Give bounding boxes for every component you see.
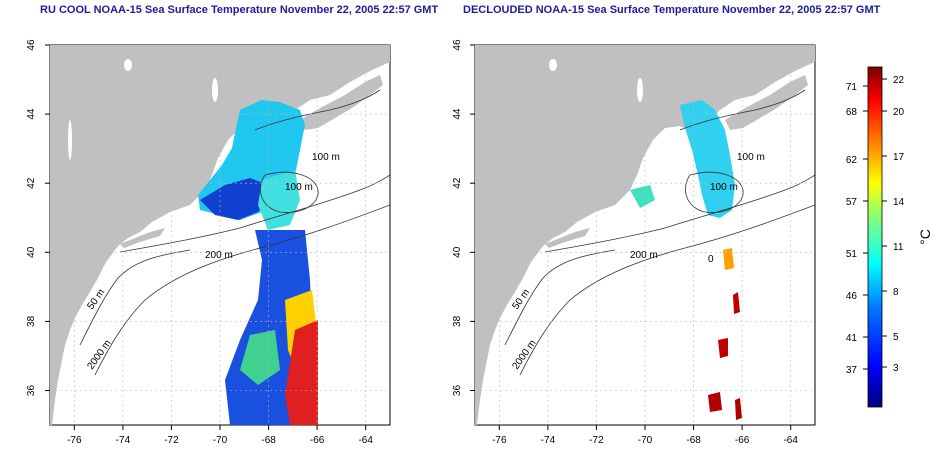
colorbar-gradient bbox=[867, 66, 883, 408]
celsius-tick: 5 bbox=[893, 332, 899, 343]
right-isobath-2000m bbox=[519, 204, 815, 376]
right-isobath-georges bbox=[685, 171, 744, 213]
x-tick-label: -72 bbox=[164, 435, 179, 446]
y-tick-label: 46 bbox=[452, 39, 463, 51]
right-land bbox=[475, 45, 815, 425]
left-sst-hot bbox=[285, 320, 318, 425]
right-nova-scotia bbox=[725, 75, 808, 130]
right-map-title: DECLOUDED NOAA-15 Sea Surface Temperatur… bbox=[463, 4, 881, 16]
left-isobath-200m bbox=[119, 174, 390, 253]
left-isobath-georges bbox=[260, 171, 319, 213]
y-tick-label: 44 bbox=[26, 108, 37, 120]
right-contour-label: 100 m bbox=[710, 182, 738, 193]
y-tick-label: 38 bbox=[452, 315, 463, 327]
right-sst-red-1 bbox=[733, 292, 740, 314]
x-tick-label: -66 bbox=[310, 435, 325, 446]
y-tick-label: 40 bbox=[452, 246, 463, 258]
x-tick-label: -66 bbox=[735, 435, 750, 446]
x-tick-label: -76 bbox=[67, 435, 82, 446]
left-nova-scotia bbox=[300, 75, 383, 130]
celsius-tick: 3 bbox=[893, 363, 899, 374]
fahrenheit-tick: 41 bbox=[846, 333, 858, 344]
x-tick-label: -64 bbox=[783, 435, 798, 446]
x-tick-label: -70 bbox=[638, 435, 653, 446]
fahrenheit-tick: 68 bbox=[846, 107, 858, 118]
right-sst-red-3 bbox=[708, 392, 722, 412]
right-sst-red-2 bbox=[718, 338, 728, 358]
right-map-panel: 100 m 100 m 200 m 50 m 2000 m 0 -76 -74 … bbox=[452, 39, 816, 446]
right-sst-red-4 bbox=[735, 398, 742, 420]
y-tick-label: 36 bbox=[452, 385, 463, 397]
celsius-tick: 17 bbox=[893, 152, 905, 163]
left-contour-label: 100 m bbox=[285, 182, 313, 193]
colorbar: 71 68 62 57 51 46 41 37 22 20 17 14 11 8… bbox=[840, 66, 933, 408]
left-map-panel: 100 m 100 m 200 m 50 m 2000 m -76 -74 -7… bbox=[26, 39, 391, 446]
left-isobath-2000m bbox=[94, 204, 390, 376]
left-map-title: RU COOL NOAA-15 Sea Surface Temperature … bbox=[40, 4, 439, 16]
left-land bbox=[50, 45, 390, 425]
fahrenheit-tick: 71 bbox=[846, 82, 858, 93]
left-sst-green bbox=[240, 330, 280, 385]
y-tick-label: 46 bbox=[26, 39, 37, 51]
left-sst-blue-patch bbox=[200, 178, 270, 220]
celsius-tick: 22 bbox=[893, 75, 905, 86]
left-isobath-50m bbox=[79, 249, 191, 346]
fahrenheit-tick: 57 bbox=[846, 197, 858, 208]
celsius-tick: 11 bbox=[893, 242, 904, 253]
x-tick-label: -70 bbox=[213, 435, 228, 446]
fahrenheit-tick: 51 bbox=[846, 249, 858, 260]
x-tick-label: -72 bbox=[589, 435, 604, 446]
x-tick-label: -76 bbox=[492, 435, 507, 446]
left-contour-label: 200 m bbox=[205, 250, 233, 261]
y-tick-label: 44 bbox=[452, 108, 463, 120]
left-contour-label: 100 m bbox=[312, 152, 340, 163]
right-isobath-200m bbox=[544, 174, 815, 253]
celsius-unit-label: °C bbox=[917, 229, 933, 245]
right-sst-orange bbox=[723, 248, 734, 270]
celsius-tick: 14 bbox=[893, 197, 905, 208]
right-contour-label: 200 m bbox=[630, 250, 658, 261]
y-tick-label: 40 bbox=[26, 246, 37, 258]
left-long-island bbox=[120, 228, 165, 248]
x-tick-label: -68 bbox=[686, 435, 701, 446]
celsius-tick: 20 bbox=[893, 107, 905, 118]
y-tick-label: 42 bbox=[26, 177, 37, 189]
x-tick-label: -68 bbox=[261, 435, 276, 446]
celsius-tick: 8 bbox=[893, 287, 899, 298]
y-tick-label: 38 bbox=[26, 315, 37, 327]
right-long-island bbox=[545, 228, 590, 248]
fahrenheit-unit-label: °F bbox=[840, 230, 843, 244]
fahrenheit-tick: 62 bbox=[846, 155, 858, 166]
fahrenheit-tick: 37 bbox=[846, 365, 858, 376]
y-tick-label: 42 bbox=[452, 177, 463, 189]
right-contour-label: 0 bbox=[708, 254, 714, 265]
x-tick-label: -74 bbox=[541, 435, 556, 446]
right-sst-coastal bbox=[630, 185, 655, 208]
right-isobath-50m bbox=[504, 249, 616, 346]
y-tick-label: 36 bbox=[26, 385, 37, 397]
right-contour-label: 100 m bbox=[737, 152, 765, 163]
x-tick-label: -64 bbox=[358, 435, 373, 446]
fahrenheit-tick: 46 bbox=[846, 291, 858, 302]
left-isobath-100m bbox=[254, 89, 381, 131]
x-tick-label: -74 bbox=[116, 435, 131, 446]
right-sst-gulf-of-maine bbox=[680, 100, 735, 218]
right-isobath-100m bbox=[679, 89, 806, 131]
